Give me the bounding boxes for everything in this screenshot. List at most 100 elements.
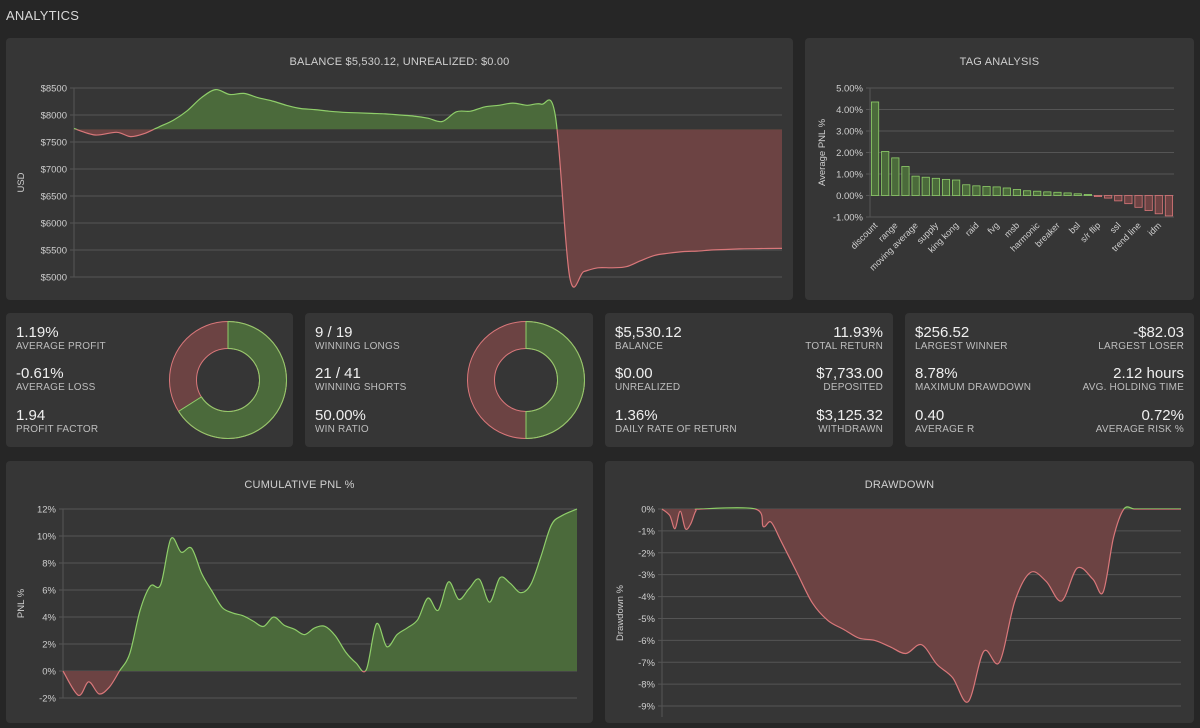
tag-ytick-label: 0.00% [836,191,863,202]
winning-shorts-stat: 21 / 41 WINNING SHORTS [315,365,407,394]
tag-bar [1164,195,1173,217]
tag-xtick-label: ssl [1108,220,1123,235]
cum-ytick-label: 6% [42,586,56,597]
cumulative-pnl-title: CUMULATIVE PNL % [244,479,355,491]
daily-rate-value: 1.36% [615,407,658,424]
tag-bar [962,184,971,196]
daily-rate-label: DAILY RATE OF RETURN [615,424,737,435]
profit-stats-card: 1.19% AVERAGE PROFIT -0.61% AVERAGE LOSS… [6,313,293,447]
winning-shorts-value: 21 / 41 [315,365,361,382]
cumulative-pnl-chart: -2% 0% 2% 4% 6% 8% 10% 12% PNL % [16,505,578,705]
unrealized-value: $0.00 [615,365,653,382]
total-return-label: TOTAL RETURN [805,341,883,352]
balance-ytick-label: $6500 [41,192,67,203]
winning-longs-stat: 9 / 19 WINNING LONGS [315,324,400,353]
win-ratio-value: 50.00% [315,407,366,424]
average-r-value: 0.40 [915,407,945,424]
dd-ytick-label: -5% [638,614,655,625]
tag-bar [1053,191,1062,196]
withdrawn-value: $3,125.32 [816,407,883,424]
dd-ytick-label: -9% [638,702,655,713]
tag-bar [992,186,1001,196]
average-profit-value: 1.19% [16,324,59,341]
average-r-stat: 0.40 AVERAGE R [915,407,974,436]
tag-bar [891,157,900,196]
balance-area-positive [74,89,782,130]
balance-panel: BALANCE $5,530.12, UNREALIZED: $0.00 $50… [6,38,793,300]
dd-ytick-label: -1% [638,526,655,537]
tag-bar [1093,195,1103,197]
average-risk-value: 0.72% [1141,407,1184,424]
tag-analysis-panel: TAG ANALYSIS -1.00% 0.00% 1.00% 2.00% 3.00% 4… [805,38,1194,300]
avg-holding-stat: 2.12 hours AVG. HOLDING TIME [1083,365,1184,394]
tag-analysis-chart: -1.00% 0.00% 1.00% 2.00% 3.00% 4.00% 5.00% Aver… [817,84,1174,273]
largest-winner-value: $256.52 [915,324,970,341]
dd-area-negative [662,509,1181,703]
profit-factor-value: 1.94 [16,407,46,424]
profit-donut-chart [169,321,287,439]
cum-y-axis-label: PNL % [16,588,27,618]
trade-stats-card: $256.52 LARGEST WINNER -$82.03 LARGEST L… [905,313,1194,447]
withdrawn-label: WITHDRAWN [818,424,883,435]
tag-bar [1002,187,1011,196]
tag-bar [972,185,981,196]
balance-ytick-label: $6000 [41,219,67,230]
dd-line-negative [661,509,1181,703]
balance-chart: $5000 $5500 $6000 $6500 $7000 $7500 $8000 $8500… [16,84,783,288]
dd-ytick-label: 0% [641,505,655,516]
balance-label: BALANCE [615,341,664,352]
win-stats-card: 9 / 19 WINNING LONGS 21 / 41 WINNING SHO… [305,313,593,447]
balance-ytick-label: $8500 [41,84,67,95]
average-loss-stat: -0.61% AVERAGE LOSS [16,365,95,394]
winning-shorts-label: WINNING SHORTS [315,382,407,393]
tag-xtick-label: s/r flip [1078,220,1102,244]
winning-longs-label: WINNING LONGS [315,341,400,352]
largest-loser-stat: -$82.03 LARGEST LOSER [1098,324,1184,353]
tag-ytick-label: 1.00% [836,170,863,181]
tag-xtick-label: raid [963,220,981,238]
max-drawdown-value: 8.78% [915,365,958,382]
win-ratio-stat: 50.00% WIN RATIO [315,407,369,436]
tag-bar [1063,192,1072,196]
drawdown-title: DRAWDOWN [864,479,935,491]
tag-bar [1104,195,1113,199]
cum-ytick-label: 2% [42,640,56,651]
tag-bar [1033,190,1042,196]
dd-ytick-label: -4% [638,592,655,603]
average-loss-label: AVERAGE LOSS [16,382,96,393]
tag-bar [1124,195,1133,205]
win-ratio-label: WIN RATIO [315,424,369,435]
cum-ytick-label: 8% [42,559,56,570]
balance-value: $5,530.12 [615,324,682,341]
balance-title: BALANCE $5,530.12, UNREALIZED: $0.00 [289,56,510,68]
dd-y-axis-label: Drawdown % [615,584,626,641]
win-donut-chart [467,321,585,439]
average-risk-stat: 0.72% AVERAGE RISK % [1096,407,1184,436]
balance-area-negative [76,129,782,287]
tag-ytick-label: 3.00% [836,127,863,138]
profit-donut-segment-divider [178,396,202,412]
tag-bar [1134,195,1143,208]
cum-area-negative [63,671,577,696]
avg-holding-value: 2.12 hours [1113,365,1184,382]
tag-bar [901,166,910,196]
balance-line-positive [73,88,558,130]
tag-xtick-label: fvg [986,220,1002,236]
dd-ytick-label: -6% [638,636,655,647]
balance-ytick-label: $7000 [41,165,67,176]
dd-ytick-label: -8% [638,680,655,691]
tag-bar [952,179,961,196]
cum-ytick-label: 12% [37,505,57,516]
balance-stats-card: $5,530.12 BALANCE 11.93% TOTAL RETURN $0… [605,313,893,447]
deposited-stat: $7,733.00 DEPOSITED [816,365,883,394]
balance-ytick-label: $5000 [41,273,67,284]
balance-ytick-label: $5500 [41,246,67,257]
cum-area-positive [63,509,577,671]
tag-ytick-label: 4.00% [836,105,863,116]
average-risk-label: AVERAGE RISK % [1095,424,1184,435]
average-r-label: AVERAGE R [915,424,975,435]
tag-bar [1023,190,1032,196]
tag-y-axis-label: Average PNL % [817,118,828,186]
tag-bar [931,177,940,196]
page-title: ANALYTICS [6,8,80,23]
